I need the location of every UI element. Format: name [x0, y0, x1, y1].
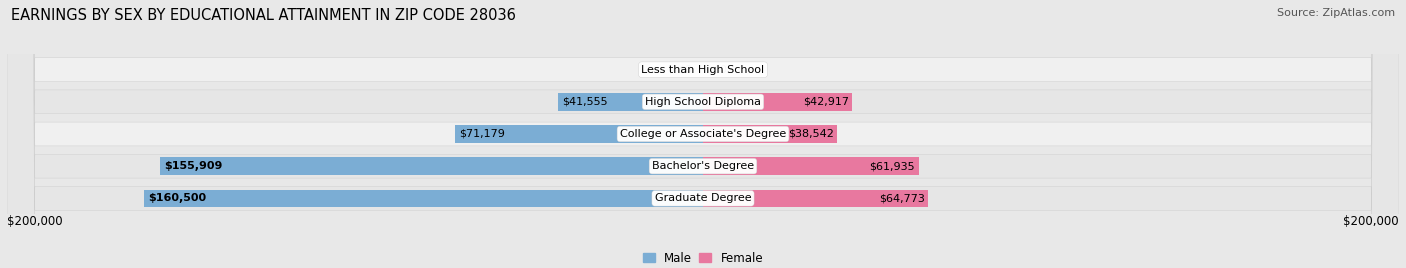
- FancyBboxPatch shape: [7, 0, 1399, 268]
- Text: Source: ZipAtlas.com: Source: ZipAtlas.com: [1277, 8, 1395, 18]
- Text: $61,935: $61,935: [869, 161, 915, 171]
- Text: $155,909: $155,909: [165, 161, 222, 171]
- Bar: [703, 93, 852, 110]
- FancyBboxPatch shape: [7, 0, 1399, 268]
- Text: High School Diploma: High School Diploma: [645, 97, 761, 107]
- Text: $0: $0: [713, 65, 727, 75]
- Legend: Male, Female: Male, Female: [638, 247, 768, 268]
- Text: $160,500: $160,500: [148, 193, 207, 203]
- Text: Less than High School: Less than High School: [641, 65, 765, 75]
- Text: $200,000: $200,000: [1343, 215, 1399, 228]
- Bar: [160, 158, 703, 175]
- Text: Graduate Degree: Graduate Degree: [655, 193, 751, 203]
- FancyBboxPatch shape: [7, 0, 1399, 268]
- Text: $200,000: $200,000: [7, 215, 63, 228]
- Text: $71,179: $71,179: [458, 129, 505, 139]
- Text: $0: $0: [679, 65, 693, 75]
- Text: $38,542: $38,542: [787, 129, 834, 139]
- Bar: [145, 190, 703, 207]
- Text: $64,773: $64,773: [879, 193, 925, 203]
- Bar: [456, 125, 703, 143]
- Bar: [558, 93, 703, 110]
- Bar: [703, 158, 918, 175]
- Text: $41,555: $41,555: [562, 97, 607, 107]
- Text: $42,917: $42,917: [803, 97, 849, 107]
- Text: Bachelor's Degree: Bachelor's Degree: [652, 161, 754, 171]
- Text: EARNINGS BY SEX BY EDUCATIONAL ATTAINMENT IN ZIP CODE 28036: EARNINGS BY SEX BY EDUCATIONAL ATTAINMEN…: [11, 8, 516, 23]
- Bar: [703, 125, 837, 143]
- Bar: [703, 190, 928, 207]
- FancyBboxPatch shape: [7, 0, 1399, 268]
- FancyBboxPatch shape: [7, 0, 1399, 268]
- Text: College or Associate's Degree: College or Associate's Degree: [620, 129, 786, 139]
